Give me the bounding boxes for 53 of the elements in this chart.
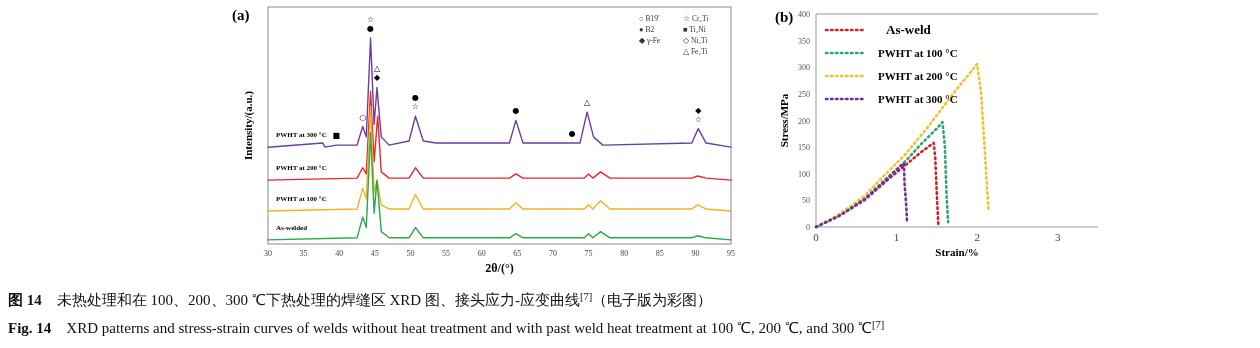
x-axis-title: 2θ/(°)	[485, 261, 514, 275]
x-tick-label: 35	[299, 249, 308, 258]
x-tick-label: 40	[335, 249, 344, 258]
x-tick-label: 1	[893, 231, 900, 243]
x-tick-label: 95	[727, 249, 735, 258]
y-tick-label: 200	[798, 116, 810, 126]
annotation: ◆	[373, 73, 381, 83]
x-tick-label: 75	[584, 249, 593, 258]
x-tick-label: 3	[1054, 231, 1061, 243]
annotation: ■	[332, 131, 341, 141]
x-tick-label: 90	[691, 249, 700, 258]
annotation: ●	[512, 106, 520, 116]
y-axis-title: Intensity/(a.u.)	[242, 90, 255, 161]
legend-label: PWHT at 100 °C	[878, 47, 958, 59]
annotation: ●	[367, 24, 375, 33]
y-tick-label: 300	[798, 63, 810, 73]
y-tick-label: 250	[798, 89, 810, 99]
y-axis-title: Stress/MPa	[778, 93, 790, 148]
annotation: ☆	[366, 15, 375, 24]
legend-label: As-weld	[886, 22, 932, 37]
y-tick-label: 0	[806, 223, 810, 232]
y-tick-label: 50	[802, 196, 810, 206]
x-tick-label: 55	[442, 249, 451, 258]
y-tick-label: 100	[798, 169, 810, 179]
annotation: ○	[359, 112, 367, 122]
annotation: ☆	[694, 114, 702, 124]
x-tick-label: 65	[513, 249, 522, 258]
annotation: ●	[568, 129, 576, 139]
legend-label: PWHT at 300 °C	[878, 93, 958, 105]
x-tick-label: 60	[477, 249, 486, 258]
annotation: △	[373, 64, 381, 74]
text: Fig. 14 XRD patterns and stress-strain curves of welds without heat treatment and with past weld heat treatment at 100 ℃, 200 ℃, and 300 ℃$^{[7]}$	[8, 318, 885, 336]
x-tick-label: 70	[548, 249, 557, 258]
x-axis-title: Strain/%	[935, 246, 979, 258]
x-tick-label: 80	[620, 249, 629, 258]
y-tick-label: 350	[798, 36, 810, 46]
chart-title: (a)	[232, 7, 250, 24]
y-tick-label: 150	[798, 143, 810, 153]
x-tick-label: 50	[406, 249, 415, 258]
annotation: △	[584, 98, 592, 108]
line-series	[814, 161, 909, 229]
x-tick-label: 0	[813, 231, 820, 243]
annotation: ☆	[411, 102, 420, 112]
legend-label: PWHT at 200 °C	[878, 70, 958, 82]
x-tick-label: 85	[655, 249, 664, 258]
y-tick-label: 400	[798, 10, 810, 19]
x-tick-label: 45	[370, 249, 379, 258]
annotation: ●	[411, 93, 419, 103]
chart-title: (b)	[775, 9, 794, 26]
text: 图 14 未热处理和在 100、200、300 ℃下热处理的焊缝区 XRD 图、接头应力-应变曲线$^{[7]}$（电子版为彩图）	[8, 290, 713, 308]
x-tick-label: 30	[264, 249, 272, 258]
x-tick-label: 2	[974, 231, 980, 243]
annotation: ◆	[695, 105, 703, 115]
